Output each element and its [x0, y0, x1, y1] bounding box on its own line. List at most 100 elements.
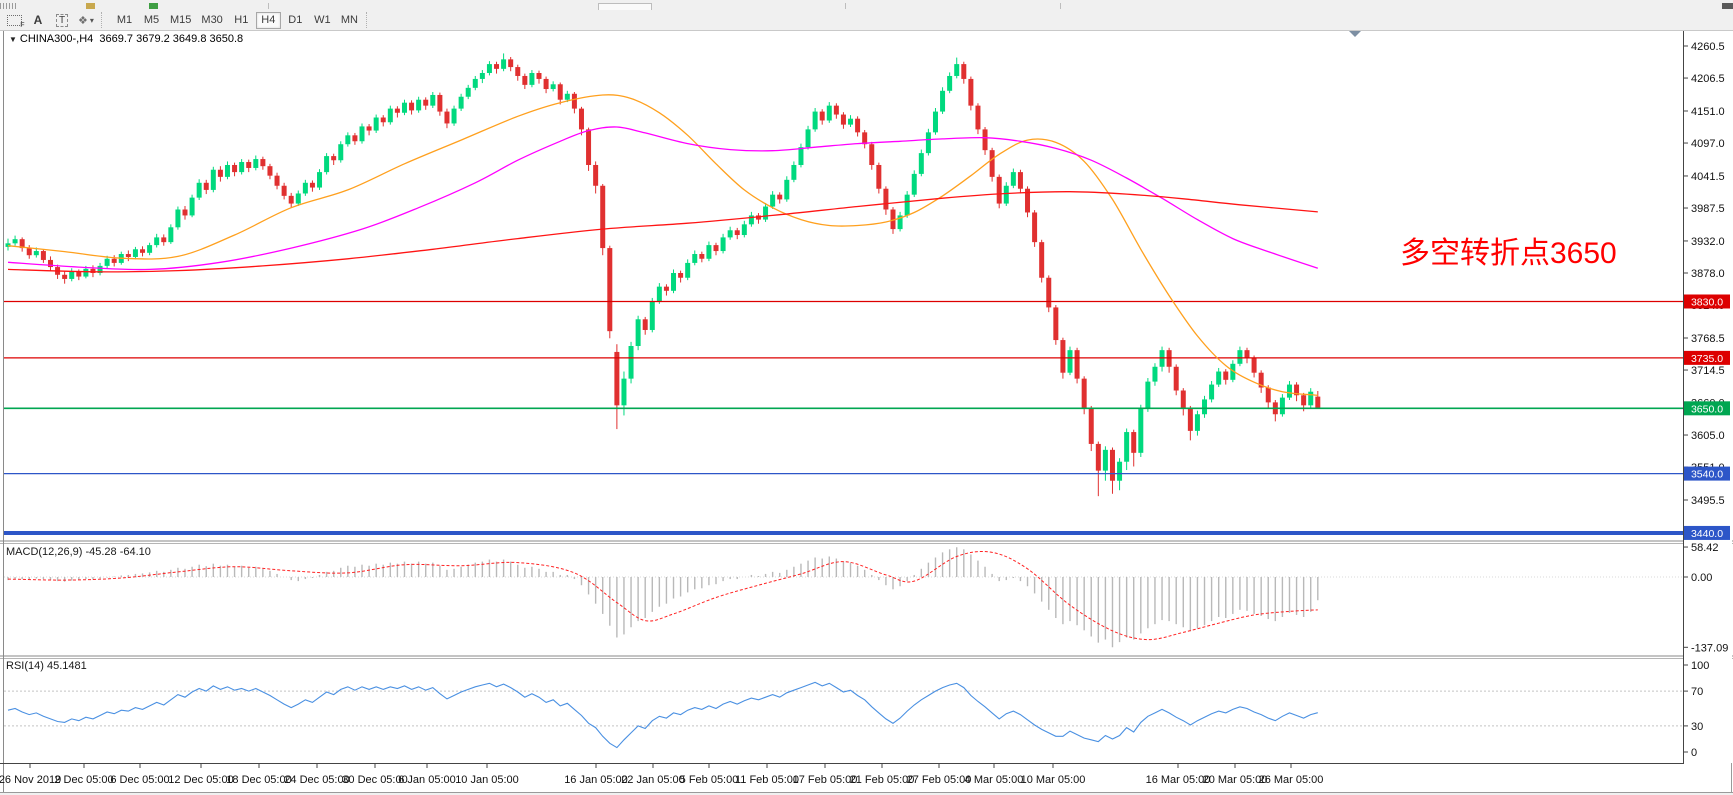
time-axis-label[interactable]: 22 Jan 05:00 [621, 774, 685, 786]
candle-body [571, 93, 577, 109]
price-level-badge-label: 3735.0 [1691, 353, 1723, 365]
time-axis-label[interactable]: 10 Jan 05:00 [455, 774, 519, 786]
candle-body [621, 378, 627, 406]
candle-body [543, 78, 549, 90]
time-axis-label[interactable]: 10 Mar 05:00 [1021, 774, 1086, 786]
candle-body [217, 169, 223, 177]
candle-body [380, 117, 386, 123]
time-axis-label[interactable]: 17 Feb 05:00 [793, 774, 858, 786]
time-axis-label[interactable]: 18 Dec 05:00 [226, 774, 291, 786]
rsi-line [7, 681, 1318, 749]
chart-title-ohlc: 3669.7 3679.2 3649.8 3650.8 [99, 33, 244, 45]
timeframe-button-m5[interactable]: M5 [139, 12, 164, 29]
candle-body [826, 105, 832, 121]
candle-body [132, 249, 138, 257]
time-axis-label[interactable]: 26 Nov 2019 [0, 774, 61, 786]
time-axis-label[interactable]: 27 Feb 05:00 [907, 774, 972, 786]
time-axis-label[interactable]: 24 Dec 05:00 [284, 774, 349, 786]
candle-body [975, 105, 981, 130]
toolbar-fragment [149, 3, 158, 9]
time-axis-label[interactable]: 5 Feb 05:00 [680, 774, 739, 786]
candle-body [855, 118, 861, 133]
rsi-axis-label: 0 [1691, 747, 1697, 759]
candle-body [182, 209, 188, 216]
candle-body [501, 59, 507, 69]
candle-body [338, 144, 344, 161]
time-axis-label[interactable]: 21 Feb 05:00 [850, 774, 915, 786]
candle-body [968, 78, 974, 106]
price-axis-label: 4151.0 [1691, 106, 1725, 118]
candle-body [168, 227, 174, 243]
price-axis-label: 3714.5 [1691, 365, 1725, 377]
candle-body [692, 254, 698, 263]
candle-body [869, 144, 875, 165]
candle-body [1202, 399, 1208, 415]
candle-body [713, 245, 719, 252]
time-axis-label[interactable]: 6 Jan 05:00 [398, 774, 456, 786]
candle-body [1060, 340, 1066, 373]
timeframe-button-mn[interactable]: MN [337, 12, 362, 29]
candle-body [295, 193, 301, 204]
arrange-tool-button[interactable]: ❖ ▾ [75, 12, 97, 29]
annotation-text[interactable]: 多空转折点3650 [1400, 237, 1617, 270]
time-axis-label[interactable]: 11 Feb 05:00 [735, 774, 799, 786]
timeframe-button-d1[interactable]: D1 [283, 12, 308, 29]
timeframe-button-h4[interactable]: H4 [255, 11, 281, 29]
time-axis-label[interactable]: 30 Dec 05:00 [342, 774, 407, 786]
candle-body [437, 94, 443, 112]
candle-body [1301, 395, 1307, 406]
price-level-badge-label: 3540.0 [1691, 469, 1723, 481]
macd-axis-label: 58.42 [1691, 542, 1719, 554]
candle-body [12, 239, 18, 244]
toolbar-fragment [268, 3, 269, 9]
candle-body [309, 182, 315, 188]
candle-body [140, 249, 146, 253]
collapse-triangle-icon[interactable]: ▼ [9, 35, 17, 44]
candle-body [1152, 366, 1158, 382]
time-axis-label[interactable]: 16 Mar 05:00 [1146, 774, 1211, 786]
toolbar-separator [365, 12, 373, 28]
candle-body [416, 99, 422, 111]
cursor-tool-icon: F [6, 14, 25, 29]
time-axis-label[interactable]: 6 Dec 05:00 [110, 774, 169, 786]
timeframe-button-m1[interactable]: M1 [112, 12, 137, 29]
candle-body [33, 251, 39, 256]
candle-body [1067, 350, 1073, 373]
timeframe-button-m15[interactable]: M15 [166, 12, 195, 29]
toolbar-fragment [598, 3, 652, 10]
timeframe-button-m30[interactable]: M30 [197, 12, 226, 29]
time-axis-label[interactable]: 20 Mar 05:00 [1203, 774, 1268, 786]
candle-body [628, 346, 634, 379]
cursor-tool-button[interactable]: F [3, 12, 25, 29]
candle-body [833, 105, 839, 115]
price-level-badge [1684, 294, 1730, 309]
time-axis-label[interactable]: 26 Mar 05:00 [1259, 774, 1324, 786]
time-axis-label[interactable]: 12 Dec 05:00 [168, 774, 233, 786]
candle-body [352, 135, 358, 142]
time-axis-label[interactable]: 4 Mar 05:00 [965, 774, 1024, 786]
candle-body [253, 159, 259, 168]
time-axis-label[interactable]: 16 Jan 05:00 [564, 774, 628, 786]
candle-body [196, 182, 202, 198]
candle-body [104, 258, 110, 266]
candle-body [274, 175, 280, 186]
macd-indicator-label: MACD(12,26,9) -45.28 -64.10 [6, 546, 151, 558]
candle-body [423, 99, 429, 106]
timeframe-button-h1[interactable]: H1 [229, 12, 254, 29]
candle-body [1088, 408, 1094, 444]
candle-body [805, 129, 811, 148]
text-tool-button[interactable]: T [51, 12, 73, 29]
scroll-position-marker-icon[interactable] [1349, 31, 1361, 37]
price-axis-label: 3987.5 [1691, 203, 1725, 215]
candle-body [1194, 414, 1200, 431]
timeframe-button-w1[interactable]: W1 [310, 12, 335, 29]
candle-body [1223, 371, 1229, 380]
candle-body [1025, 188, 1031, 213]
candle-body [1003, 185, 1009, 204]
time-axis-label[interactable]: 2 Dec 05:00 [54, 774, 113, 786]
candle-body [1138, 408, 1144, 453]
toolbar-fragment [1722, 3, 1733, 9]
label-tool-button[interactable]: A [27, 12, 49, 29]
candle-body [727, 230, 733, 238]
